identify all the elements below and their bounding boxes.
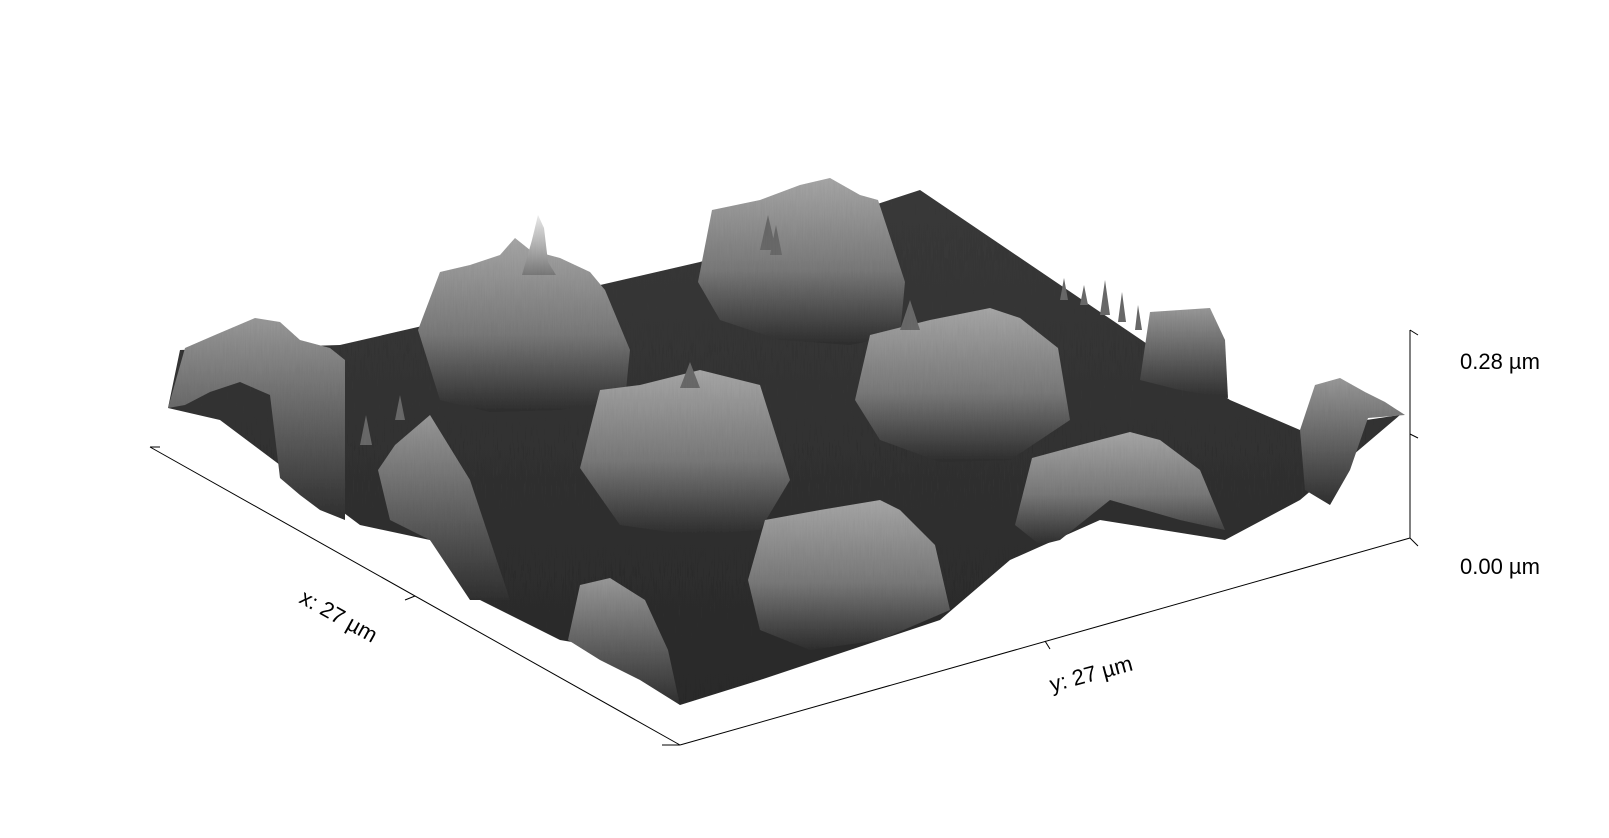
front-left-small-ridge	[568, 578, 680, 705]
z-axis-tick-top	[1409, 329, 1419, 336]
x-axis-label: x: 27 µm	[296, 585, 382, 648]
y-axis-label: y: 27 µm	[1047, 651, 1135, 697]
right-edge-ridge	[1300, 378, 1405, 505]
axes	[149, 329, 1419, 746]
front-right-mesa	[1015, 432, 1225, 545]
y-axis-tick-mid	[1044, 640, 1051, 650]
back-left-mesa	[418, 238, 630, 412]
surface-map	[168, 178, 1405, 705]
y-axis-tick-end	[1409, 537, 1419, 547]
z-axis-min-label: 0.00 µm	[1460, 554, 1540, 579]
front-center-mesa	[748, 500, 950, 650]
front-left-ridge	[378, 415, 510, 600]
x-axis-tick-mid	[404, 595, 416, 601]
back-right-ridge	[1140, 308, 1228, 398]
z-axis-max-label: 0.28 µm	[1460, 349, 1540, 374]
left-edge-ridge	[168, 318, 345, 520]
z-axis-tick-mid	[1409, 433, 1419, 439]
back-center-mesa	[698, 178, 905, 345]
right-center-mesa	[855, 308, 1070, 462]
center-mesa	[580, 370, 790, 535]
back-left-peak	[522, 215, 556, 275]
